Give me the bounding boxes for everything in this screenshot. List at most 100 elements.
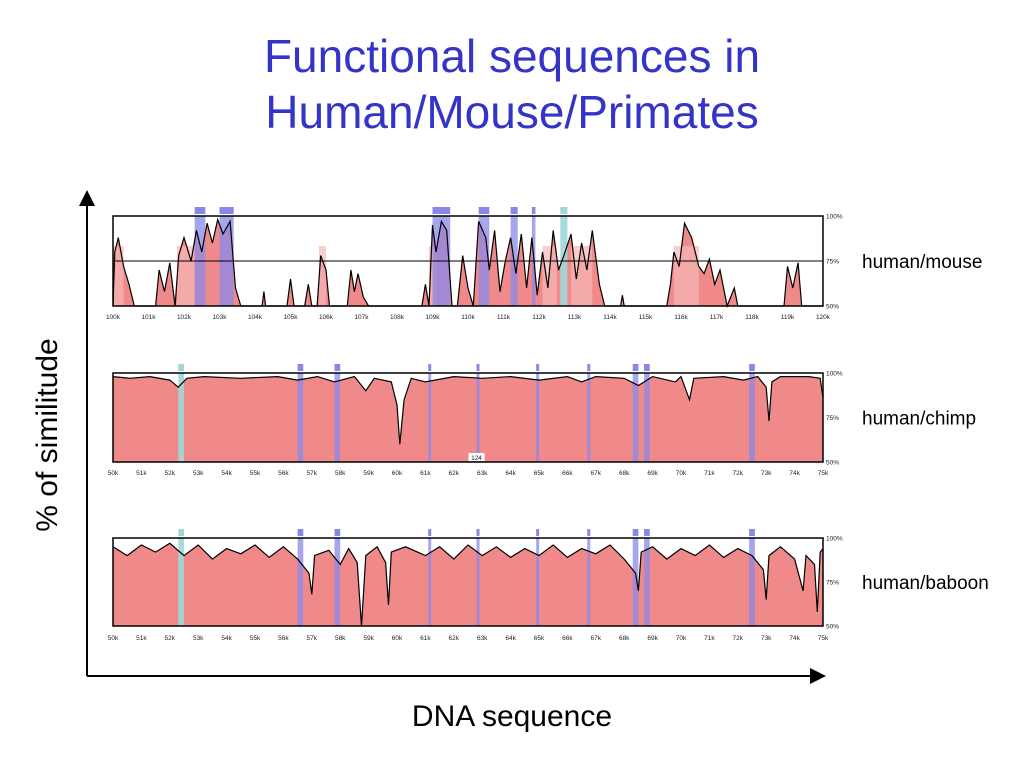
- percent-tick-label: 50%: [826, 624, 839, 631]
- x-tick-label: 114k: [603, 314, 617, 321]
- exon-highlight: [749, 373, 755, 462]
- exon-marker: [587, 364, 591, 371]
- exon-marker: [334, 364, 341, 371]
- x-tick-label: 100k: [106, 314, 121, 321]
- percent-tick-label: 75%: [826, 259, 839, 266]
- exon-marker: [297, 529, 304, 536]
- x-tick-label: 68k: [619, 635, 630, 642]
- x-tick-label: 115k: [639, 314, 653, 321]
- exon-highlight: [297, 538, 304, 626]
- exon-highlight: [536, 373, 540, 462]
- x-tick-label: 65k: [534, 470, 545, 477]
- x-tick-label: 74k: [789, 635, 800, 642]
- utr-marker: [560, 207, 568, 214]
- x-tick-label: 57k: [307, 470, 318, 477]
- x-tick-label: 60k: [392, 635, 403, 642]
- exon-marker: [334, 529, 341, 536]
- exon-marker: [644, 364, 650, 371]
- exon-highlight: [587, 538, 591, 626]
- similarity-line: [112, 542, 824, 627]
- x-tick-label: 69k: [647, 635, 658, 642]
- x-tick-label: 67k: [591, 635, 602, 642]
- x-tick-label: 64k: [505, 635, 516, 642]
- x-tick-label: 59k: [363, 635, 374, 642]
- x-tick-label: 62k: [449, 470, 460, 477]
- exon-marker: [194, 207, 206, 214]
- exon-marker: [428, 529, 432, 536]
- panel-label-human-chimp: human/chimp: [862, 409, 976, 430]
- x-tick-label: 54k: [221, 635, 232, 642]
- annotation-label: 124: [471, 455, 482, 462]
- pink-region: [318, 246, 326, 306]
- x-tick-label: 119k: [781, 314, 795, 321]
- utr-highlight: [178, 538, 184, 626]
- x-tick-label: 72k: [733, 470, 744, 477]
- x-tick-label: 65k: [534, 635, 545, 642]
- panel-3: 100% 75% 50% 50k 51k 52k 53k 54k 55k 56k 57k 58k 59k…: [108, 529, 989, 642]
- x-tick-label: 75k: [818, 470, 829, 477]
- similarity-line: [112, 375, 824, 445]
- exon-marker: [644, 529, 650, 536]
- x-tick-label: 54k: [221, 470, 232, 477]
- x-tick-label: 53k: [193, 635, 204, 642]
- exon-highlight: [632, 373, 639, 462]
- exon-highlight: [644, 373, 650, 462]
- pink-region: [113, 246, 124, 306]
- x-tick-label: 50k: [108, 470, 119, 477]
- x-tick-label: 56k: [278, 470, 289, 477]
- x-axis-label: DNA sequence: [411, 700, 613, 733]
- x-tick-label: 105k: [283, 314, 298, 321]
- panel-label-human-mouse: human/mouse: [862, 252, 982, 273]
- exon-highlight: [297, 373, 304, 462]
- x-tick-label: 71k: [704, 470, 715, 477]
- exon-highlight: [476, 538, 480, 626]
- x-tick-label: 55k: [250, 470, 261, 477]
- x-tick-label: 72k: [733, 635, 744, 642]
- panel-2: 100% 75% 50% 50k 51k 52k 53k 54k 55k 56k 57k 58k 59k…: [108, 364, 976, 477]
- x-tick-label: 61k: [420, 470, 431, 477]
- percent-tick-label: 100%: [826, 536, 843, 543]
- x-tick-label: 62k: [449, 635, 460, 642]
- x-tick-label: 58k: [335, 635, 346, 642]
- similarity-area: [113, 219, 823, 306]
- x-tick-label: 74k: [789, 470, 800, 477]
- exon-marker: [297, 364, 304, 371]
- x-tick-label: 109k: [425, 314, 440, 321]
- pink-region: [542, 246, 557, 306]
- exon-highlight: [644, 538, 650, 626]
- exon-marker: [478, 207, 490, 214]
- exon-highlight: [428, 373, 432, 462]
- x-tick-label: 55k: [250, 635, 261, 642]
- x-tick-label: 58k: [335, 470, 346, 477]
- percent-tick-label: 75%: [826, 415, 839, 422]
- exon-marker: [476, 364, 480, 371]
- pink-region: [673, 246, 699, 306]
- exon-highlight: [632, 538, 639, 626]
- exon-marker: [587, 529, 591, 536]
- x-tick-label: 116k: [674, 314, 688, 321]
- x-tick-label: 112k: [532, 314, 546, 321]
- x-tick-label: 106k: [319, 314, 334, 321]
- x-tick-label: 108k: [390, 314, 405, 321]
- x-tick-label: 101k: [141, 314, 156, 321]
- x-tick-label: 107k: [354, 314, 369, 321]
- exon-marker: [219, 207, 234, 214]
- exon-marker: [632, 364, 639, 371]
- utr-highlight: [178, 373, 184, 462]
- panel-1: 100% 75% 50% 100k 101k 102k 103k 104k 105k 106k 10…: [106, 207, 982, 321]
- x-tick-label: 111k: [497, 314, 511, 321]
- exon-highlight: [476, 373, 480, 462]
- x-tick-label: 104k: [248, 314, 263, 321]
- x-tick-label: 118k: [745, 314, 759, 321]
- exon-highlight: [334, 538, 341, 626]
- x-tick-label: 117k: [710, 314, 724, 321]
- exon-marker: [749, 529, 755, 536]
- exon-marker: [531, 207, 536, 214]
- x-tick-label: 51k: [136, 470, 147, 477]
- x-tick-label: 63k: [477, 470, 488, 477]
- percent-tick-label: 50%: [826, 304, 839, 311]
- annotation-box: [468, 453, 485, 461]
- x-tick-label: 52k: [165, 470, 176, 477]
- panel-frame: [112, 537, 824, 627]
